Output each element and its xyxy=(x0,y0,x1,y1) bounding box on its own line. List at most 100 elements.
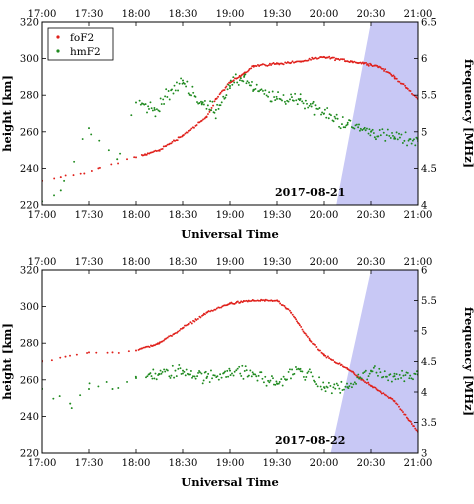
point-foF2 xyxy=(276,62,278,65)
x-tick-label-bottom: 17:00 xyxy=(28,210,57,221)
point-hmF2 xyxy=(201,101,204,104)
point-foF2 xyxy=(179,328,182,330)
point-hmF2 xyxy=(111,387,114,390)
x-tick-label-bottom: 20:30 xyxy=(357,458,386,469)
point-foF2 xyxy=(414,427,417,430)
x-tick-label-bottom: 18:00 xyxy=(122,458,151,469)
point-hmF2 xyxy=(272,377,274,380)
point-hmF2 xyxy=(163,103,166,105)
point-hmF2 xyxy=(168,375,171,378)
point-foF2 xyxy=(308,337,311,340)
point-hmF2 xyxy=(244,73,247,76)
point-hmF2 xyxy=(254,373,257,376)
x-tick-label-top: 18:30 xyxy=(169,9,198,20)
point-hmF2 xyxy=(320,113,322,116)
point-hmF2 xyxy=(404,374,407,376)
point-hmF2 xyxy=(202,379,205,382)
point-foF2 xyxy=(390,73,393,76)
x-tick-label-bottom: 19:00 xyxy=(216,458,245,469)
point-foF2 xyxy=(334,59,336,62)
point-foF2 xyxy=(146,152,149,155)
point-hmF2 xyxy=(286,378,288,381)
point-hmF2 xyxy=(261,377,264,380)
point-hmF2 xyxy=(308,104,311,107)
point-foF2 xyxy=(391,397,394,400)
point-hmF2 xyxy=(324,390,327,393)
point-hmF2 xyxy=(344,385,347,388)
point-hmF2 xyxy=(237,83,240,86)
point-hmF2 xyxy=(338,125,341,128)
point-foF2 xyxy=(368,383,370,386)
point-hmF2 xyxy=(277,382,280,385)
point-hmF2 xyxy=(252,88,255,91)
point-hmF2 xyxy=(372,132,375,134)
point-hmF2 xyxy=(163,368,166,371)
point-hmF2 xyxy=(213,374,216,377)
point-hmF2 xyxy=(299,370,302,373)
point-foF2 xyxy=(395,77,398,80)
point-hmF2 xyxy=(339,391,342,394)
point-foF2 xyxy=(218,306,221,309)
point-hmF2 xyxy=(88,127,90,130)
point-hmF2 xyxy=(119,152,122,155)
point-hmF2 xyxy=(207,372,210,375)
point-foF2 xyxy=(343,366,346,369)
point-hmF2 xyxy=(63,179,66,182)
point-hmF2 xyxy=(313,380,316,383)
point-foF2 xyxy=(171,335,173,337)
point-foF2 xyxy=(380,392,383,395)
point-foF2 xyxy=(247,69,250,72)
date-label: 2017-08-22 xyxy=(275,434,345,447)
point-hmF2 xyxy=(53,194,55,197)
point-foF2 xyxy=(231,302,234,305)
x-tick-label-top: 18:00 xyxy=(122,257,151,268)
point-hmF2 xyxy=(299,367,302,370)
point-hmF2 xyxy=(401,369,404,372)
point-hmF2 xyxy=(202,103,205,106)
point-foF2 xyxy=(305,334,308,337)
point-foF2 xyxy=(382,67,385,70)
point-hmF2 xyxy=(153,377,156,380)
point-hmF2 xyxy=(210,109,213,112)
point-hmF2 xyxy=(414,144,417,147)
point-foF2 xyxy=(257,299,260,302)
point-foF2 xyxy=(366,63,369,66)
point-hmF2 xyxy=(302,102,305,105)
point-foF2 xyxy=(331,56,334,59)
y-axis-label-left: height [km] xyxy=(0,323,14,400)
point-foF2 xyxy=(400,409,403,412)
point-hmF2 xyxy=(130,114,133,117)
point-hmF2 xyxy=(178,363,181,366)
point-hmF2 xyxy=(171,364,174,367)
point-foF2 xyxy=(323,56,325,59)
point-foF2 xyxy=(379,66,382,69)
point-hmF2 xyxy=(199,371,201,374)
point-hmF2 xyxy=(367,132,370,135)
point-foF2 xyxy=(396,403,399,406)
point-foF2 xyxy=(304,59,307,62)
point-hmF2 xyxy=(368,372,371,375)
point-hmF2 xyxy=(284,102,287,105)
point-hmF2 xyxy=(172,92,175,95)
point-hmF2 xyxy=(403,139,406,142)
point-foF2 xyxy=(97,167,100,170)
point-hmF2 xyxy=(304,107,306,110)
point-hmF2 xyxy=(315,383,318,386)
point-hmF2 xyxy=(216,375,219,378)
x-tick-label-top: 19:30 xyxy=(263,257,292,268)
point-foF2 xyxy=(236,300,239,303)
x-tick-label-top: 21:00 xyxy=(404,257,433,268)
legend-marker-foF2 xyxy=(56,35,60,39)
point-hmF2 xyxy=(391,134,394,137)
point-hmF2 xyxy=(275,380,278,383)
point-hmF2 xyxy=(341,116,344,119)
x-tick-label-bottom: 20:00 xyxy=(310,210,339,221)
point-hmF2 xyxy=(320,388,323,391)
point-hmF2 xyxy=(384,139,387,142)
point-foF2 xyxy=(249,300,251,303)
point-hmF2 xyxy=(391,131,393,134)
point-foF2 xyxy=(332,56,335,59)
y-tick-label-left: 220 xyxy=(20,201,39,212)
point-foF2 xyxy=(196,317,199,320)
legend: foF2 hmF2 xyxy=(47,27,114,61)
